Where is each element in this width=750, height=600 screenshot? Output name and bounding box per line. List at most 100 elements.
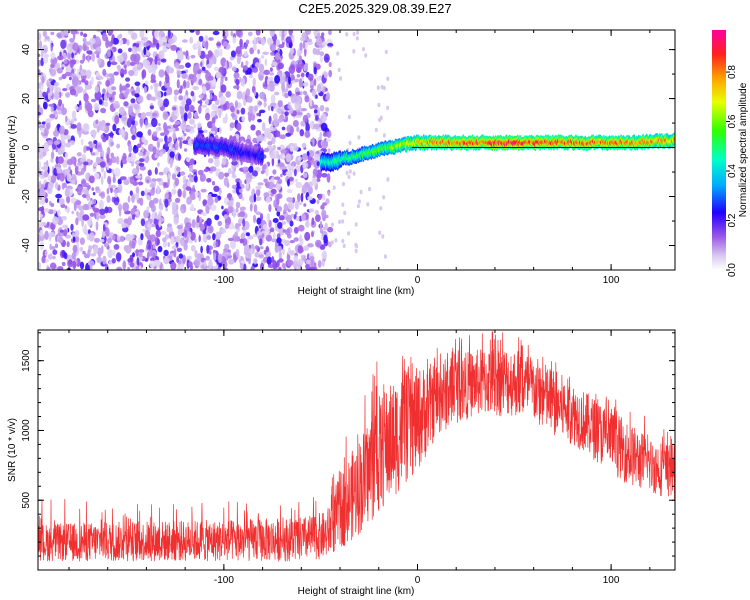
noise-speck xyxy=(274,91,280,96)
noise-speck xyxy=(278,266,282,270)
noise-speck xyxy=(105,227,110,237)
noise-speck xyxy=(230,50,236,58)
noise-speck xyxy=(307,196,313,201)
noise-speck xyxy=(73,201,77,212)
noise-speck xyxy=(304,95,310,103)
noise-speck xyxy=(213,185,220,192)
noise-speck xyxy=(132,127,136,135)
noise-speck xyxy=(235,30,242,37)
noise-speck xyxy=(325,138,331,142)
noise-speck xyxy=(70,63,73,69)
noise-speck xyxy=(94,90,102,101)
noise-speck xyxy=(43,163,49,172)
noise-speck xyxy=(151,223,156,228)
noise-speck xyxy=(93,172,100,180)
noise-speck xyxy=(121,222,128,229)
noise-speck xyxy=(143,46,147,56)
noise-speck xyxy=(93,207,100,213)
noise-speck xyxy=(319,55,323,63)
noise-speck xyxy=(211,103,218,111)
noise-speck xyxy=(62,88,68,92)
noise-speck xyxy=(199,223,205,232)
noise-speck xyxy=(95,119,99,124)
noise-speck xyxy=(341,219,345,224)
noise-speck xyxy=(101,150,105,158)
noise-speck xyxy=(138,162,145,167)
noise-speck xyxy=(151,43,154,48)
noise-speck xyxy=(348,140,352,146)
noise-speck xyxy=(313,109,318,114)
noise-speck xyxy=(95,186,100,191)
noise-speck xyxy=(295,265,301,270)
noise-speck xyxy=(383,254,387,259)
noise-speck xyxy=(269,72,275,76)
noise-speck xyxy=(198,130,204,134)
noise-speck xyxy=(240,260,246,264)
noise-speck xyxy=(112,91,116,96)
noise-speck xyxy=(312,47,317,55)
noise-speck xyxy=(238,217,244,223)
noise-speck xyxy=(170,44,178,51)
noise-speck xyxy=(162,32,166,38)
noise-speck xyxy=(236,56,242,61)
noise-speck xyxy=(263,249,267,255)
noise-speck xyxy=(131,134,136,141)
noise-speck xyxy=(117,64,121,73)
noise-speck xyxy=(88,50,93,55)
noise-speck xyxy=(110,141,115,146)
noise-speck xyxy=(325,107,330,112)
noise-speck xyxy=(106,195,111,203)
noise-speck xyxy=(96,212,100,221)
noise-speck xyxy=(189,172,192,182)
noise-speck xyxy=(357,135,361,140)
noise-speck xyxy=(154,167,158,175)
noise-speck xyxy=(91,98,97,103)
noise-speck xyxy=(89,212,95,217)
noise-speck xyxy=(296,201,303,206)
noise-speck xyxy=(234,100,238,108)
noise-speck xyxy=(190,231,196,241)
noise-speck xyxy=(119,235,125,242)
noise-speck xyxy=(172,124,179,129)
noise-speck xyxy=(149,183,156,188)
noise-speck xyxy=(295,165,302,173)
noise-speck xyxy=(122,202,130,212)
noise-speck xyxy=(304,231,311,241)
noise-speck xyxy=(259,109,266,114)
noise-speck xyxy=(207,197,214,206)
noise-speck xyxy=(113,244,120,250)
noise-speck xyxy=(177,188,182,198)
noise-speck xyxy=(259,213,264,221)
noise-speck xyxy=(320,122,328,132)
noise-speck xyxy=(229,122,236,129)
noise-speck xyxy=(313,66,317,75)
noise-speck xyxy=(386,105,390,111)
noise-speck xyxy=(103,101,109,107)
noise-speck xyxy=(141,136,146,143)
noise-speck xyxy=(127,30,134,35)
noise-speck xyxy=(304,47,307,57)
noise-speck xyxy=(121,155,128,165)
noise-speck xyxy=(172,202,177,210)
noise-speck xyxy=(76,122,82,132)
noise-speck xyxy=(167,177,170,186)
noise-speck xyxy=(354,222,358,227)
noise-speck xyxy=(253,258,258,265)
noise-speck xyxy=(117,178,122,185)
noise-speck xyxy=(107,132,115,137)
noise-speck xyxy=(106,49,112,58)
noise-speck xyxy=(38,151,44,160)
noise-speck xyxy=(189,105,195,113)
noise-speck xyxy=(250,124,256,131)
noise-speck xyxy=(286,197,294,203)
noise-speck xyxy=(303,172,308,178)
noise-speck xyxy=(152,243,156,249)
noise-speck xyxy=(327,191,331,197)
noise-speck xyxy=(79,158,87,163)
noise-speck xyxy=(75,200,82,206)
noise-speck xyxy=(285,36,292,44)
noise-speck xyxy=(277,221,283,229)
noise-speck xyxy=(122,260,127,270)
noise-speck xyxy=(146,224,152,228)
noise-speck xyxy=(190,245,196,252)
